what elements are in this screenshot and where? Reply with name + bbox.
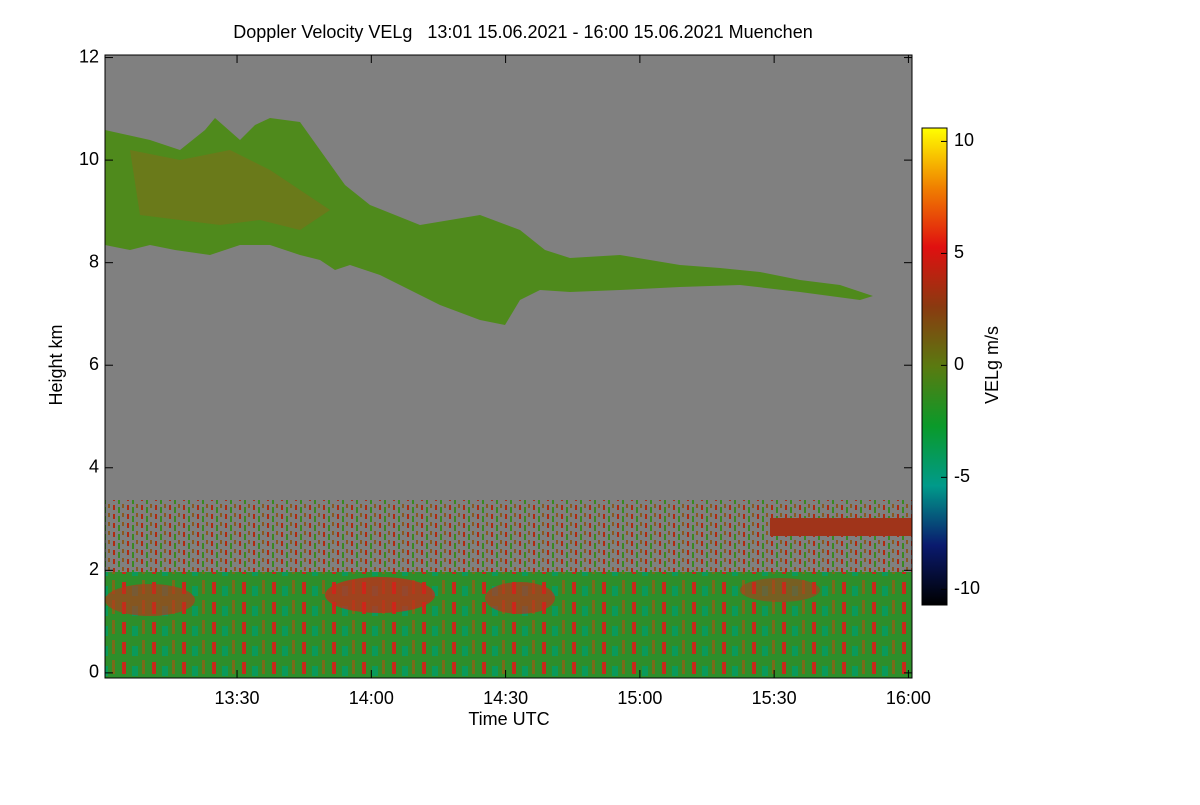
plot-frame: [104, 54, 913, 679]
x-tick-label: 16:00: [886, 688, 931, 708]
colorbar-tick-label: 5: [954, 242, 964, 262]
chart-title: Doppler Velocity VELg 13:01 15.06.2021 -…: [233, 22, 812, 42]
colorbar-tick-label: -10: [954, 578, 980, 598]
y-axis-label: Height km: [46, 324, 66, 405]
x-tick-label: 15:30: [752, 688, 797, 708]
x-tick-label: 15:00: [617, 688, 662, 708]
y-tick-label: 0: [89, 662, 99, 682]
x-tick-label: 13:30: [215, 688, 260, 708]
colorbar-tick-label: -5: [954, 466, 970, 486]
y-tick-label: 2: [89, 559, 99, 579]
y-tick-label: 12: [79, 46, 99, 66]
y-tick-label: 4: [89, 457, 99, 477]
y-tick-label: 8: [89, 251, 99, 271]
colorbar-tick-label: 10: [954, 130, 974, 150]
x-tick-label: 14:00: [349, 688, 394, 708]
colorbar: [921, 127, 948, 606]
x-axis-label: Time UTC: [468, 709, 549, 729]
colorbar-label: VELg m/s: [982, 326, 1002, 404]
y-tick-label: 10: [79, 149, 99, 169]
x-tick-label: 14:30: [483, 688, 528, 708]
colorbar-tick-label: 0: [954, 354, 964, 374]
y-tick-label: 6: [89, 354, 99, 374]
field: [105, 55, 912, 678]
